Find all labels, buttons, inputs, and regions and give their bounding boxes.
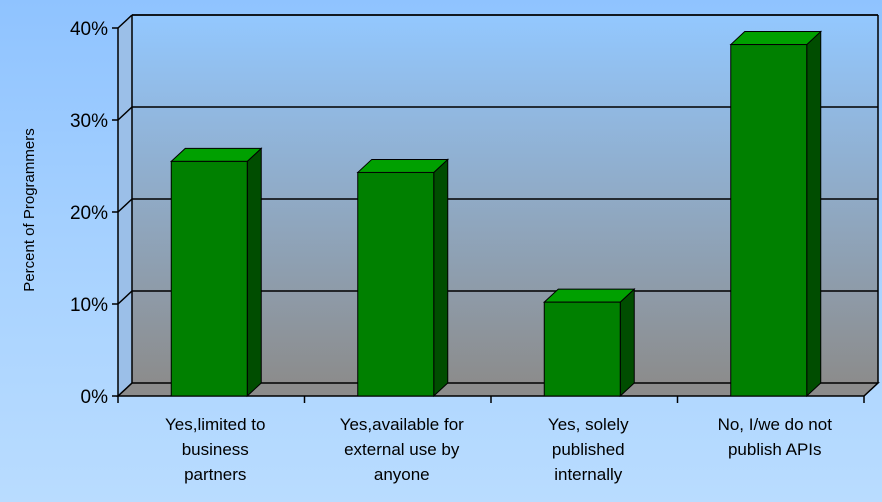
y-tick-label: 30% <box>70 111 108 132</box>
y-tick-label: 10% <box>70 295 108 316</box>
bar-side <box>806 30 822 398</box>
x-tick-label: Yes, solely published internally <box>548 415 629 484</box>
x-tick-label-line: business <box>182 440 249 459</box>
bar <box>356 158 450 398</box>
x-tick-label-line: Yes,available for <box>340 415 464 434</box>
x-tick-label: Yes,limited to business partners <box>165 415 265 484</box>
y-tick-label: 40% <box>70 19 108 40</box>
x-tick-label-line: partners <box>184 465 246 484</box>
x-tick-label-line: internally <box>554 465 623 484</box>
bar-top <box>729 31 823 46</box>
bar <box>729 30 823 398</box>
bar-top <box>169 147 263 162</box>
y-axis-title: Percent of Programmers <box>21 128 38 291</box>
bar-front <box>357 171 435 397</box>
bars <box>169 30 823 398</box>
bar-side <box>619 288 635 398</box>
x-tick-label-line: published <box>552 440 625 459</box>
x-tick-label-line: Yes, solely <box>548 415 629 434</box>
x-tick-label-line: publish APIs <box>728 440 822 459</box>
gridline-diagonal <box>117 382 133 397</box>
bar-front <box>170 160 248 397</box>
bar <box>169 147 263 398</box>
bar-top <box>542 288 636 303</box>
gridline-diagonal <box>117 14 133 29</box>
x-tick-label-line: anyone <box>374 465 430 484</box>
x-tick-label: No, I/we do not publish APIs <box>718 415 833 459</box>
y-tick-label: 20% <box>70 203 108 224</box>
bar-front <box>730 44 808 397</box>
bar-side <box>246 147 262 398</box>
x-tick-label: Yes,available for external use by anyone <box>340 415 464 484</box>
gridline-diagonal <box>117 198 133 213</box>
bar-front <box>543 301 621 397</box>
axes <box>112 14 879 403</box>
x-tick-label-line: Yes,limited to <box>165 415 265 434</box>
gridline-diagonal <box>117 290 133 305</box>
bar <box>542 288 636 398</box>
y-tick-label: 0% <box>81 387 109 408</box>
x-tick-label-line: No, I/we do not <box>718 415 833 434</box>
axis-labels: 0% 10% 20% 30% 40% Yes,limited to business part… <box>70 19 832 484</box>
gridline-diagonal <box>117 106 133 121</box>
bar-side <box>433 158 449 398</box>
x-tick-label-line: external use by <box>344 440 460 459</box>
bar-top <box>356 158 450 173</box>
